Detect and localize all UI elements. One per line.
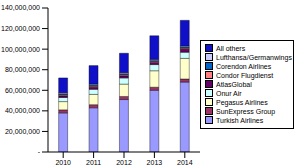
html-text:All others: All others xyxy=(216,44,246,52)
svg-text:80,000,000: 80,000,000 xyxy=(5,66,40,73)
html-text:Corendon Airlines: Corendon Airlines xyxy=(216,62,272,70)
svg-text:60,000,000: 60,000,000 xyxy=(5,87,40,94)
html-text:SunExpress Group: SunExpress Group xyxy=(216,107,276,115)
svg-text:2010: 2010 xyxy=(55,159,71,166)
svg-text:140,000,000: 140,000,000 xyxy=(1,4,40,11)
svg-text:2014: 2014 xyxy=(177,159,193,166)
html-text:Turkish Airlines: Turkish Airlines xyxy=(216,116,264,124)
svg-text:100,000,000: 100,000,000 xyxy=(1,46,40,53)
svg-text:2011: 2011 xyxy=(86,159,101,166)
html-text:Pegasus Airlines: Pegasus Airlines xyxy=(216,98,268,106)
svg-text:2012: 2012 xyxy=(116,159,132,166)
html-text:Onur Air: Onur Air xyxy=(216,89,242,97)
svg-text:40,000,000: 40,000,000 xyxy=(5,107,40,114)
html-text:Condor Flugdienst: Condor Flugdienst xyxy=(216,71,274,79)
svg-text:20,000,000: 20,000,000 xyxy=(5,128,40,135)
html-text:AtlasGlobal: AtlasGlobal xyxy=(216,80,252,88)
svg-text:120,000,000: 120,000,000 xyxy=(1,25,40,32)
svg-text:2013: 2013 xyxy=(147,159,163,166)
svg-text:-: - xyxy=(38,148,41,155)
html-text:Lufthansa/Germanwings: Lufthansa/Germanwings xyxy=(216,53,292,61)
